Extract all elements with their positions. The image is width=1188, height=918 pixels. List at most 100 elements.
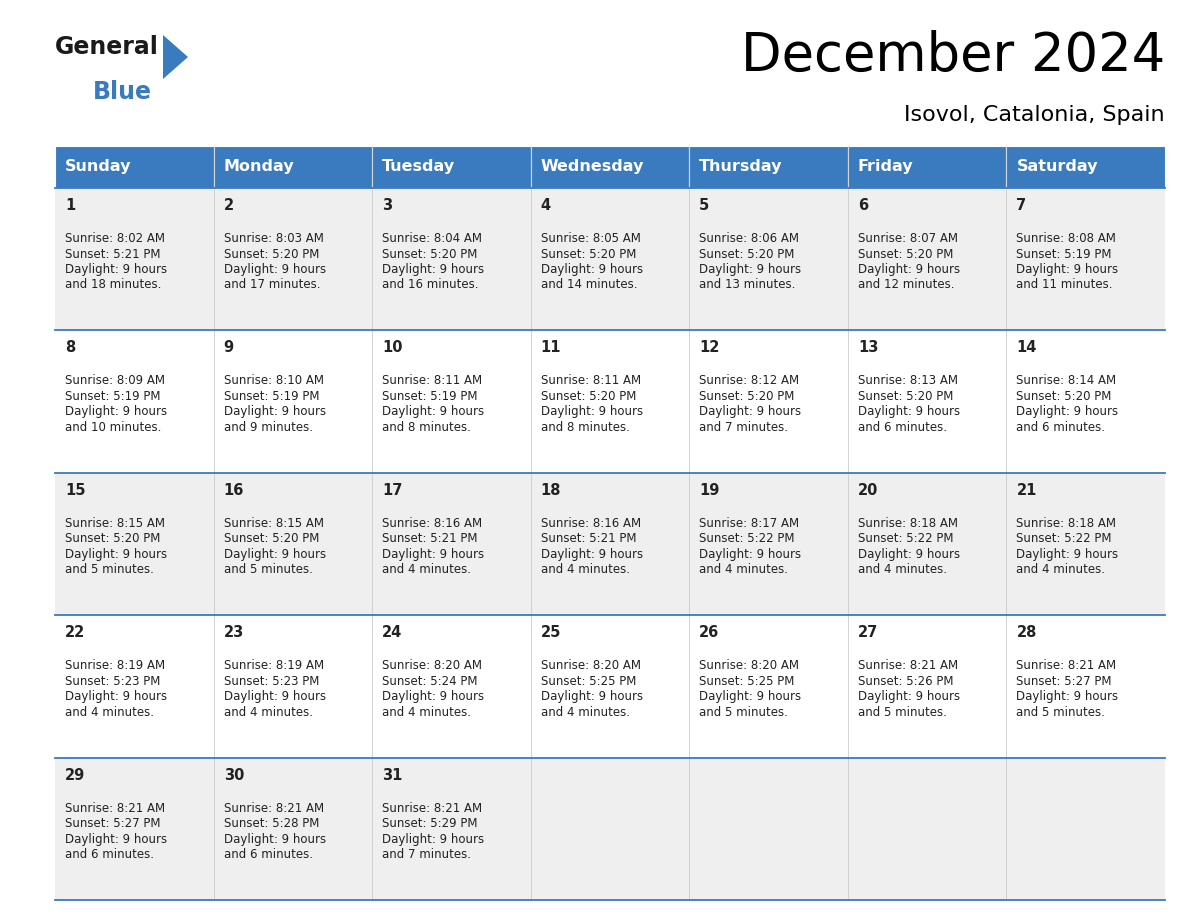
Text: Sunset: 5:20 PM: Sunset: 5:20 PM — [858, 248, 953, 261]
Text: Daylight: 9 hours: Daylight: 9 hours — [700, 690, 802, 703]
Text: Daylight: 9 hours: Daylight: 9 hours — [223, 690, 326, 703]
Text: Daylight: 9 hours: Daylight: 9 hours — [65, 406, 168, 419]
Text: Daylight: 9 hours: Daylight: 9 hours — [223, 548, 326, 561]
Text: Sunrise: 8:20 AM: Sunrise: 8:20 AM — [700, 659, 800, 672]
Text: Sunrise: 8:16 AM: Sunrise: 8:16 AM — [541, 517, 640, 530]
Text: 2: 2 — [223, 198, 234, 213]
Text: Daylight: 9 hours: Daylight: 9 hours — [700, 406, 802, 419]
Bar — [55, 330, 1165, 473]
Text: Isovol, Catalonia, Spain: Isovol, Catalonia, Spain — [904, 105, 1165, 125]
Text: Monday: Monday — [223, 160, 295, 174]
Text: Sunset: 5:19 PM: Sunset: 5:19 PM — [383, 390, 478, 403]
Text: 24: 24 — [383, 625, 403, 640]
Text: Sunrise: 8:20 AM: Sunrise: 8:20 AM — [541, 659, 640, 672]
Text: 7: 7 — [1017, 198, 1026, 213]
Text: Sunset: 5:27 PM: Sunset: 5:27 PM — [65, 817, 160, 830]
Text: Sunset: 5:26 PM: Sunset: 5:26 PM — [858, 675, 953, 688]
Text: Sunset: 5:20 PM: Sunset: 5:20 PM — [858, 390, 953, 403]
Bar — [214, 146, 372, 188]
Text: Sunset: 5:19 PM: Sunset: 5:19 PM — [65, 390, 160, 403]
Bar — [55, 615, 1165, 757]
Text: 21: 21 — [1017, 483, 1037, 498]
Text: 14: 14 — [1017, 341, 1037, 355]
Text: 27: 27 — [858, 625, 878, 640]
Text: Sunrise: 8:08 AM: Sunrise: 8:08 AM — [1017, 232, 1117, 245]
Text: Daylight: 9 hours: Daylight: 9 hours — [383, 690, 485, 703]
Text: Sunset: 5:22 PM: Sunset: 5:22 PM — [1017, 532, 1112, 545]
Text: Daylight: 9 hours: Daylight: 9 hours — [223, 833, 326, 845]
Text: Sunrise: 8:13 AM: Sunrise: 8:13 AM — [858, 375, 958, 387]
Text: Sunrise: 8:19 AM: Sunrise: 8:19 AM — [65, 659, 165, 672]
Text: Sunset: 5:20 PM: Sunset: 5:20 PM — [223, 248, 318, 261]
Text: 5: 5 — [700, 198, 709, 213]
Text: and 5 minutes.: and 5 minutes. — [1017, 706, 1105, 719]
Text: and 4 minutes.: and 4 minutes. — [541, 564, 630, 577]
Text: Sunrise: 8:21 AM: Sunrise: 8:21 AM — [858, 659, 958, 672]
Text: Sunset: 5:19 PM: Sunset: 5:19 PM — [223, 390, 320, 403]
Text: and 14 minutes.: and 14 minutes. — [541, 278, 637, 292]
Text: and 8 minutes.: and 8 minutes. — [541, 420, 630, 434]
Text: 18: 18 — [541, 483, 561, 498]
Text: and 5 minutes.: and 5 minutes. — [65, 564, 154, 577]
Text: and 16 minutes.: and 16 minutes. — [383, 278, 479, 292]
Text: and 7 minutes.: and 7 minutes. — [383, 848, 472, 861]
Text: and 4 minutes.: and 4 minutes. — [541, 706, 630, 719]
Text: Saturday: Saturday — [1017, 160, 1098, 174]
Text: and 6 minutes.: and 6 minutes. — [65, 848, 154, 861]
Text: and 8 minutes.: and 8 minutes. — [383, 420, 470, 434]
Text: Sunset: 5:20 PM: Sunset: 5:20 PM — [223, 532, 318, 545]
Text: Daylight: 9 hours: Daylight: 9 hours — [1017, 548, 1119, 561]
Bar — [55, 146, 214, 188]
Text: 11: 11 — [541, 341, 561, 355]
Text: Sunset: 5:22 PM: Sunset: 5:22 PM — [700, 532, 795, 545]
Text: Daylight: 9 hours: Daylight: 9 hours — [858, 406, 960, 419]
Text: Daylight: 9 hours: Daylight: 9 hours — [65, 263, 168, 276]
Text: Sunset: 5:21 PM: Sunset: 5:21 PM — [541, 532, 637, 545]
Text: 1: 1 — [65, 198, 75, 213]
Text: and 12 minutes.: and 12 minutes. — [858, 278, 954, 292]
Polygon shape — [163, 35, 188, 79]
Text: Sunset: 5:20 PM: Sunset: 5:20 PM — [541, 390, 636, 403]
Text: Daylight: 9 hours: Daylight: 9 hours — [541, 690, 643, 703]
Text: Wednesday: Wednesday — [541, 160, 644, 174]
Text: Sunset: 5:24 PM: Sunset: 5:24 PM — [383, 675, 478, 688]
Bar — [848, 146, 1006, 188]
Text: 3: 3 — [383, 198, 392, 213]
Text: Daylight: 9 hours: Daylight: 9 hours — [541, 263, 643, 276]
Text: Sunset: 5:20 PM: Sunset: 5:20 PM — [65, 532, 160, 545]
Bar — [689, 146, 848, 188]
Text: Daylight: 9 hours: Daylight: 9 hours — [700, 263, 802, 276]
Text: Sunset: 5:20 PM: Sunset: 5:20 PM — [541, 248, 636, 261]
Text: Daylight: 9 hours: Daylight: 9 hours — [65, 833, 168, 845]
Bar — [531, 146, 689, 188]
Text: Thursday: Thursday — [700, 160, 783, 174]
Text: Sunrise: 8:15 AM: Sunrise: 8:15 AM — [223, 517, 323, 530]
Text: 16: 16 — [223, 483, 244, 498]
Text: Sunset: 5:23 PM: Sunset: 5:23 PM — [223, 675, 318, 688]
Text: and 4 minutes.: and 4 minutes. — [383, 564, 472, 577]
Text: and 6 minutes.: and 6 minutes. — [858, 420, 947, 434]
Text: Daylight: 9 hours: Daylight: 9 hours — [383, 263, 485, 276]
Text: Friday: Friday — [858, 160, 914, 174]
Text: 29: 29 — [65, 767, 86, 783]
Text: Tuesday: Tuesday — [383, 160, 455, 174]
Text: and 9 minutes.: and 9 minutes. — [223, 420, 312, 434]
Text: Sunrise: 8:20 AM: Sunrise: 8:20 AM — [383, 659, 482, 672]
Text: and 11 minutes.: and 11 minutes. — [1017, 278, 1113, 292]
Text: 15: 15 — [65, 483, 86, 498]
Text: 30: 30 — [223, 767, 244, 783]
Text: Sunrise: 8:14 AM: Sunrise: 8:14 AM — [1017, 375, 1117, 387]
Text: and 6 minutes.: and 6 minutes. — [223, 848, 312, 861]
Text: Daylight: 9 hours: Daylight: 9 hours — [541, 406, 643, 419]
Text: and 18 minutes.: and 18 minutes. — [65, 278, 162, 292]
Text: 6: 6 — [858, 198, 868, 213]
Text: and 17 minutes.: and 17 minutes. — [223, 278, 320, 292]
Text: 31: 31 — [383, 767, 403, 783]
Text: Sunset: 5:20 PM: Sunset: 5:20 PM — [700, 390, 795, 403]
Text: Sunday: Sunday — [65, 160, 132, 174]
Text: Sunset: 5:20 PM: Sunset: 5:20 PM — [1017, 390, 1112, 403]
Text: Daylight: 9 hours: Daylight: 9 hours — [223, 406, 326, 419]
Text: Daylight: 9 hours: Daylight: 9 hours — [383, 548, 485, 561]
Text: 28: 28 — [1017, 625, 1037, 640]
Text: Daylight: 9 hours: Daylight: 9 hours — [858, 548, 960, 561]
